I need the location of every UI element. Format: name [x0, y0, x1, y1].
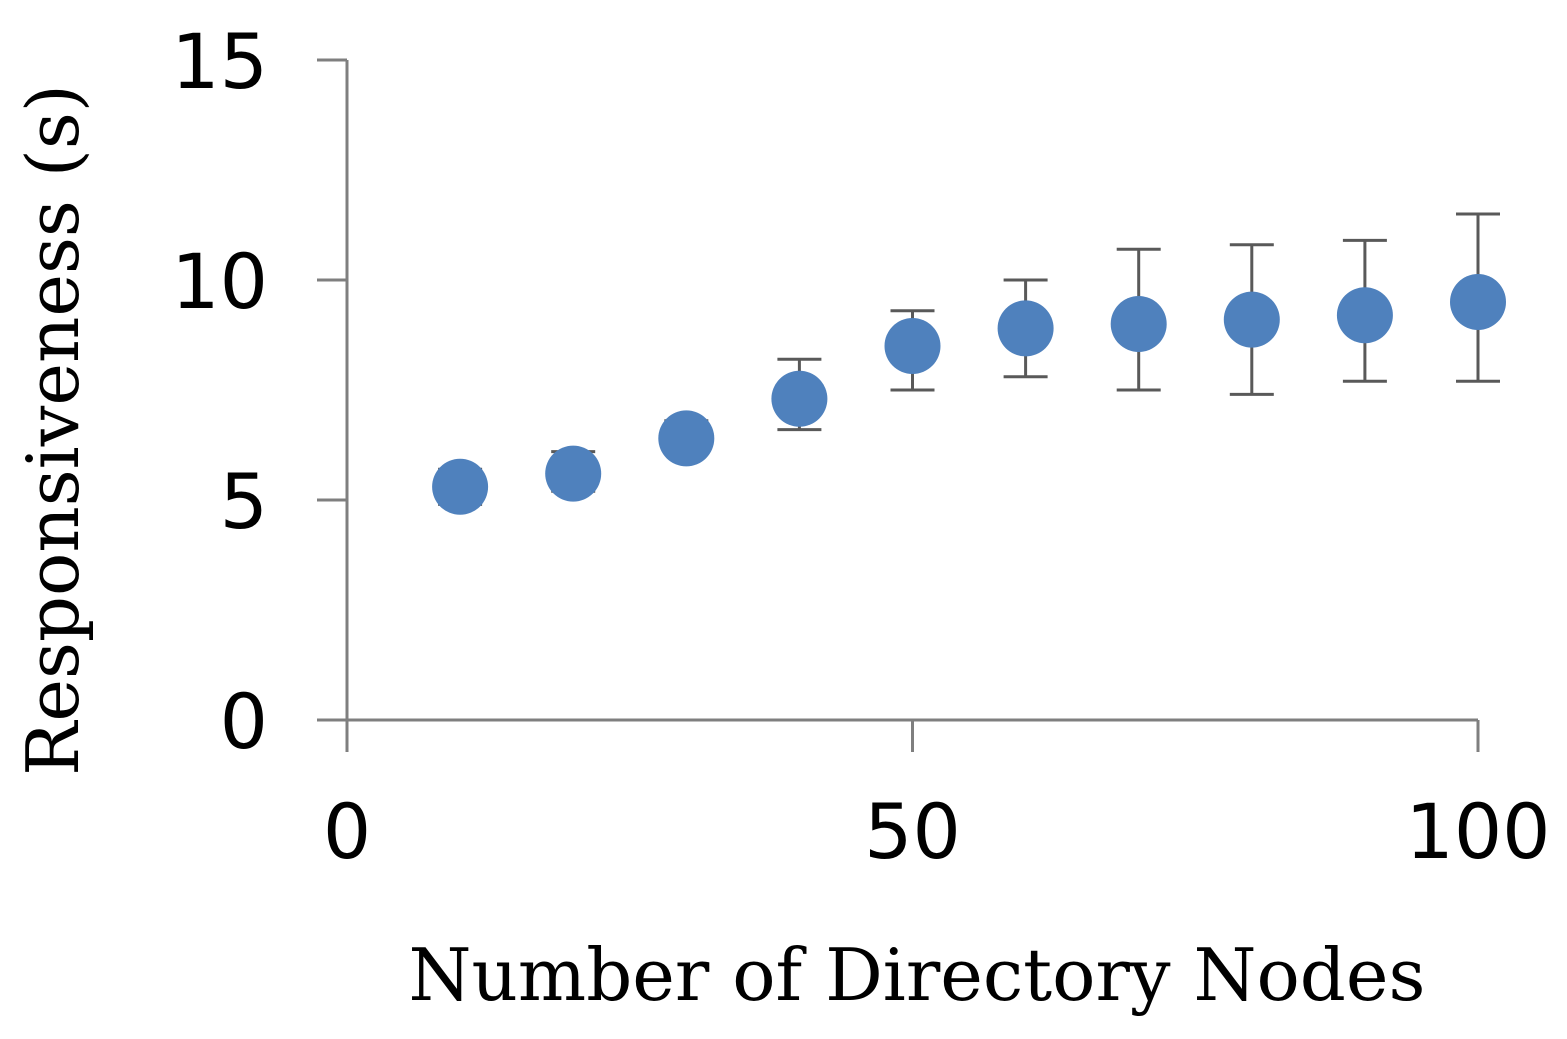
x-tick-label: 50 — [864, 787, 961, 876]
data-point — [997, 300, 1054, 357]
data-points — [432, 274, 1506, 515]
data-point — [1223, 291, 1280, 348]
data-point — [432, 458, 489, 515]
data-point — [771, 370, 828, 427]
data-point — [658, 410, 715, 467]
y-tick-label: 0 — [220, 677, 268, 766]
data-point — [1336, 287, 1393, 344]
x-tick-label: 0 — [323, 787, 371, 876]
data-point — [1450, 274, 1506, 330]
data-point — [545, 445, 602, 502]
data-point — [1110, 296, 1167, 352]
data-point — [884, 318, 941, 374]
y-axis-title: Responsiveness (s) — [11, 84, 95, 776]
y-tick-label: 10 — [171, 237, 268, 326]
axes — [317, 60, 1478, 722]
y-tick-label: 5 — [220, 457, 268, 546]
x-tick-label: 100 — [1405, 787, 1550, 876]
y-tick-label: 15 — [171, 17, 268, 106]
x-axis-title: Number of Directory Nodes — [409, 933, 1426, 1017]
ticks: 0 5 10 15 0 50 100 — [171, 17, 1550, 876]
